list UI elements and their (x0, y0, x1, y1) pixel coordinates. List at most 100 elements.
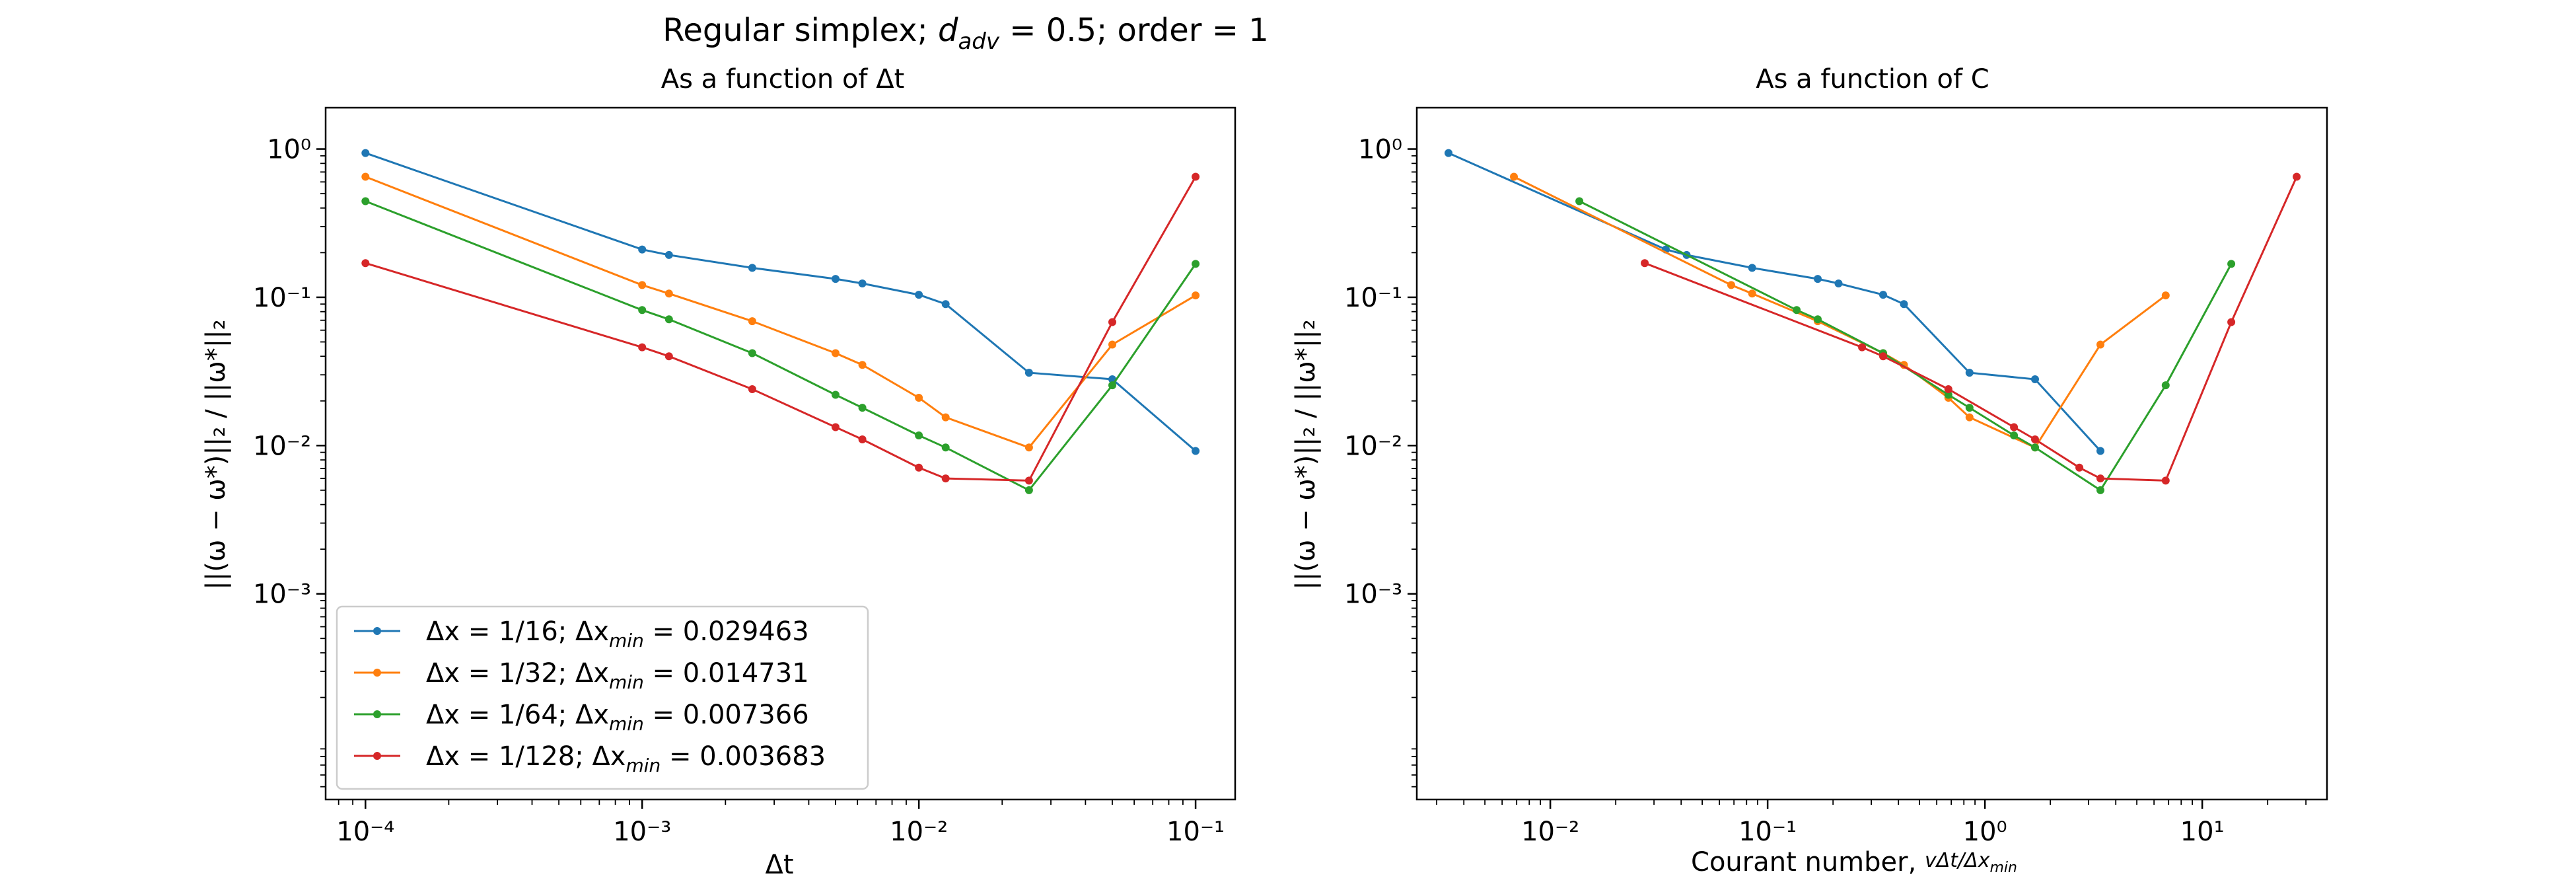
x-tick-label: 10⁻³ (613, 817, 671, 847)
data-point (941, 443, 950, 452)
left-x-axis-label: Δt (765, 850, 793, 880)
y-tick-label: 10⁻¹ (253, 283, 311, 313)
legend-box (336, 605, 869, 790)
y-tick-label: 10⁻³ (253, 579, 311, 610)
data-point (1965, 404, 1974, 412)
legend-label: Δx = 1/16; Δxmin = 0.029463 (426, 616, 809, 651)
data-point (2161, 291, 2170, 300)
data-point (1024, 443, 1033, 452)
data-point (1024, 476, 1033, 485)
data-point (2096, 447, 2104, 455)
data-point (2161, 476, 2170, 485)
data-point (832, 423, 840, 431)
data-point (1879, 291, 1887, 299)
legend-item: Δx = 1/32; Δxmin = 0.014731 (354, 658, 809, 693)
legend-swatch-marker (373, 752, 381, 760)
right-tick-group: 10⁻² 10⁻¹ 10⁰ 10¹ 10⁻³ 10⁻² 10⁻¹ 10⁰ (1344, 135, 2307, 847)
x-tick-label: 10⁻² (1521, 817, 1579, 847)
right-axes: As a function of C 10⁻² 10⁻¹ 10⁰ 10¹10⁻³10⁻… (1291, 64, 2328, 877)
right-axes-title: As a function of C (1756, 64, 1989, 94)
y-tick-label: 10⁻² (1344, 431, 1402, 461)
y-tick-label: 10⁻¹ (1344, 283, 1402, 313)
data-point (832, 275, 840, 283)
data-point (748, 349, 756, 357)
data-point (361, 197, 370, 205)
left-y-axis-label: ||(ω − ω*)||₂ / ||ω*||₂ (201, 319, 231, 589)
data-point (361, 172, 370, 181)
data-point (1879, 352, 1887, 361)
legend-label: Δx = 1/64; Δxmin = 0.007366 (426, 700, 809, 735)
legend-label: Δx = 1/32; Δxmin = 0.014731 (426, 658, 809, 693)
data-point (915, 394, 923, 402)
data-point (1575, 197, 1584, 205)
left-axes-title: As a function of Δt (661, 64, 905, 94)
data-point (1858, 343, 1867, 352)
data-point (1944, 385, 1952, 393)
data-point (664, 352, 673, 361)
data-point (2031, 443, 2039, 452)
data-point (915, 291, 923, 299)
data-point (1192, 172, 1200, 181)
data-point (1814, 315, 1822, 324)
legend-label: Δx = 1/128; Δxmin = 0.003683 (426, 741, 826, 776)
data-point (1192, 291, 1200, 300)
data-point (638, 281, 647, 289)
right-y-axis-label: ||(ω − ω*)||₂ / ||ω*||₂ (1291, 319, 1321, 589)
left-series-group (361, 149, 1200, 494)
data-point (1024, 369, 1033, 377)
data-point (2031, 375, 2039, 383)
data-point (638, 306, 647, 315)
data-point (915, 463, 923, 472)
x-tick-label: 10¹ (2180, 817, 2225, 847)
data-point (2075, 463, 2084, 472)
data-point (2096, 340, 2104, 349)
legend: Δx = 1/16; Δxmin = 0.029463 Δx = 1/32; Δ… (336, 605, 869, 790)
right-series-group (1445, 149, 2301, 494)
data-point (1965, 369, 1974, 377)
data-point (1641, 259, 1649, 268)
legend-item: Δx = 1/64; Δxmin = 0.007366 (354, 700, 809, 735)
data-point (858, 435, 867, 443)
data-point (748, 264, 756, 272)
data-point (832, 390, 840, 399)
data-point (1024, 486, 1033, 494)
legend-swatch-marker (373, 669, 381, 677)
data-point (941, 474, 950, 483)
data-point (1192, 447, 1200, 455)
data-point (2096, 474, 2104, 483)
data-point (748, 385, 756, 393)
figure-title: Regular simplex; dadv = 0.5; order = 1 (662, 12, 1269, 55)
data-point (2010, 431, 2019, 439)
legend-swatch-marker (373, 627, 381, 635)
data-point (858, 361, 867, 369)
data-point (2227, 318, 2236, 326)
data-point (941, 413, 950, 422)
data-point (1108, 318, 1116, 326)
data-point (2227, 260, 2236, 268)
legend-item: Δx = 1/16; Δxmin = 0.029463 (354, 616, 809, 651)
data-point (1748, 264, 1756, 272)
data-point (1445, 149, 1452, 157)
left-axes: As a function of Δt 10⁻⁴ 10⁻³ 10⁻² 10⁻¹ 10⁻³… (201, 64, 1236, 880)
data-point (1965, 413, 1974, 422)
data-point (638, 245, 647, 254)
data-point (361, 149, 370, 157)
left-plot-frame (324, 106, 1236, 801)
legend-swatch-marker (373, 710, 381, 718)
data-point (1108, 340, 1116, 349)
data-point (664, 315, 673, 324)
data-point (1510, 172, 1518, 181)
data-point (1793, 306, 1801, 315)
data-point (858, 279, 867, 287)
data-point (748, 317, 756, 326)
left-tick-group: 10⁻⁴ 10⁻³ 10⁻² 10⁻¹ 10⁻³ 10⁻² 10⁻¹ 10⁰ (253, 135, 1225, 847)
x-tick-label: 10⁻² (890, 817, 948, 847)
data-point (664, 289, 673, 298)
data-point (941, 300, 950, 309)
data-point (832, 349, 840, 357)
legend-item: Δx = 1/128; Δxmin = 0.003683 (354, 741, 826, 776)
data-point (1108, 381, 1116, 390)
data-point (1900, 300, 1908, 309)
data-point (2293, 172, 2301, 181)
